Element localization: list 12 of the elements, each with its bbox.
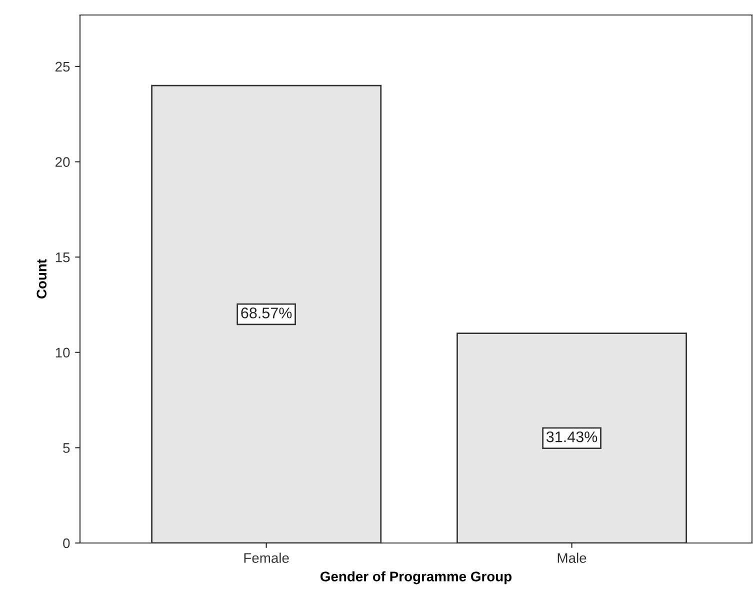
y-tick-label: 5	[63, 443, 70, 453]
x-axis-title: Gender of Programme Group	[320, 571, 512, 584]
y-tick-label: 15	[56, 252, 70, 262]
y-tick-label: 20	[56, 157, 70, 167]
y-tick-label: 10	[56, 348, 70, 358]
x-tick-label: Male	[558, 552, 586, 563]
y-axis-title: Count	[36, 259, 47, 298]
annotation: 31.43%	[546, 431, 598, 442]
annotation: 68.57%	[241, 308, 292, 318]
x-tick-label: Female	[244, 552, 289, 563]
y-tick-label: 25	[56, 62, 70, 72]
y-tick-label: 0	[63, 538, 70, 548]
